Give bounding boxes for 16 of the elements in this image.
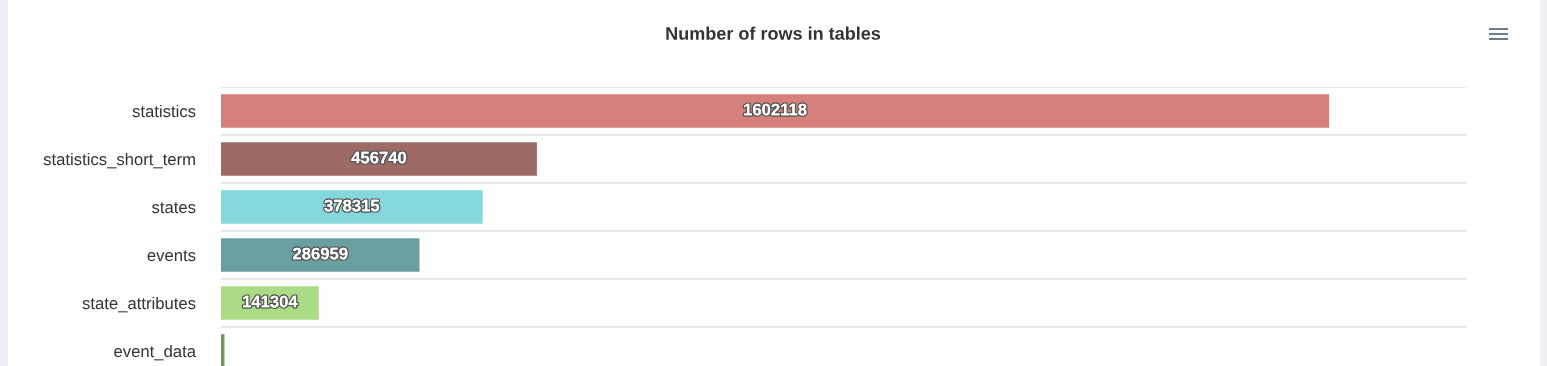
bar <box>221 94 1330 128</box>
y-tick-label: events <box>147 250 196 262</box>
data-label: 378315 <box>324 199 380 212</box>
data-label: 456740 <box>351 151 407 164</box>
bar <box>221 142 537 176</box>
y-tick-label: event_data <box>114 344 197 361</box>
y-tick-label: statistics_short_term <box>43 152 195 169</box>
bar <box>221 238 420 272</box>
data-label: 286959 <box>293 247 348 260</box>
y-tick-label: states <box>152 202 196 214</box>
chart-title: Number of rows in tables <box>666 26 881 40</box>
data-label: 141304 <box>243 295 298 308</box>
y-tick-label: statistics <box>132 104 196 118</box>
y-tick-label: state_attributes <box>82 296 196 313</box>
bar <box>221 190 483 224</box>
data-label: 1602118 <box>744 103 807 116</box>
